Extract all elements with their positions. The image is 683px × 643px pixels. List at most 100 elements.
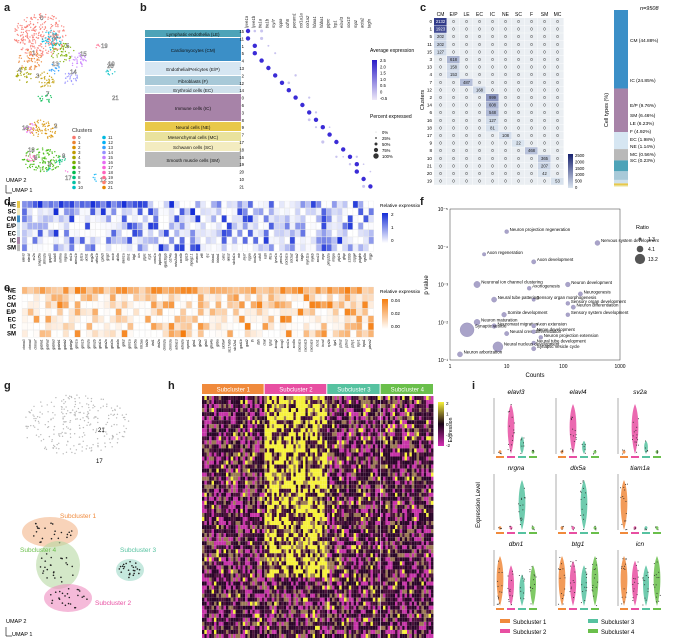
umap-point (22, 31, 25, 34)
heatmap-cell (214, 517, 217, 522)
background-point (64, 432, 66, 434)
matrix-cell (486, 71, 499, 79)
umap-point (55, 67, 58, 70)
matrix-value: 0 (530, 179, 533, 184)
umap-point (36, 148, 38, 151)
heatmap-cell (228, 585, 231, 590)
umap-point (32, 23, 35, 26)
heatmap-cell (274, 597, 277, 602)
heat-cell (331, 244, 338, 252)
heatmap-cell (204, 565, 207, 570)
heat-cell (211, 244, 217, 252)
matrix-cell (499, 177, 512, 185)
heat-cell (139, 322, 145, 331)
heat-gene-label: grin1a (75, 339, 79, 348)
heat-cell (285, 301, 292, 309)
cluster-label: 8 (429, 148, 432, 153)
pct-label: E/P (9.76%) (630, 103, 656, 109)
heatmap-cell (206, 448, 210, 453)
umap-point (56, 160, 58, 163)
umap-point (27, 129, 30, 131)
subcluster-point (122, 567, 125, 570)
matrix-value: 0 (452, 148, 455, 153)
heatmap-cell (204, 517, 207, 522)
umap-point (40, 61, 43, 63)
heat-cell (180, 308, 187, 316)
heatmap-cell (223, 476, 226, 481)
matrix-cell (512, 48, 525, 56)
heat-cell (27, 286, 34, 295)
matrix-value: 0 (504, 156, 507, 161)
heatmap-cell (262, 424, 265, 429)
heat-cell (321, 315, 327, 323)
heatmap-cell (240, 412, 243, 417)
heatmap-cell (247, 428, 250, 433)
heat-cell (209, 315, 216, 323)
heatmap-cell (252, 521, 255, 526)
heatmap-cell (242, 569, 246, 574)
heat-gene-label: grm1a (128, 339, 132, 349)
heatmap-cell (216, 609, 219, 614)
matrix-cell (525, 147, 538, 155)
subcluster-point (64, 604, 67, 607)
heat-cell (338, 301, 345, 309)
heatmap-cell (216, 504, 219, 509)
heatmap-cell (233, 613, 236, 618)
heatmap-cell (204, 396, 207, 401)
heatmap-cell (221, 412, 224, 417)
heatmap-cell (240, 533, 243, 538)
heat-cell (215, 315, 222, 323)
umap-point (35, 54, 37, 57)
heatmap-cell (245, 601, 248, 606)
heat-cell (192, 330, 198, 338)
background-point (50, 401, 53, 403)
heatmap-cell (209, 464, 212, 469)
heatmap-cell (276, 396, 280, 401)
umap-point (26, 71, 29, 74)
heatmap-cell (214, 605, 217, 610)
umap-point (29, 36, 31, 38)
umap-point (46, 82, 49, 84)
heatmap-cell (214, 440, 217, 445)
matrix-cell (525, 78, 538, 86)
heatmap-cell (206, 500, 210, 505)
matrix-value: 0 (491, 19, 494, 24)
matrix-cell (512, 63, 525, 71)
heatmap-cell (238, 585, 241, 590)
matrix-value: 0 (478, 72, 481, 77)
heatmap-cell (206, 573, 210, 578)
heatmap-cell (252, 440, 255, 445)
heatmap-cell (250, 496, 253, 501)
heatmap-cell (264, 472, 268, 477)
umap-point (41, 53, 44, 55)
term-bubble (504, 331, 510, 336)
heatmap-cell (259, 633, 262, 638)
heatmap-cell (271, 533, 275, 538)
umap-point (21, 66, 23, 69)
heatmap-cell (238, 436, 241, 441)
heatmap-cell (250, 613, 253, 618)
heatmap-cell (274, 533, 277, 538)
heatmap-cell (274, 496, 277, 501)
heat-cell (150, 330, 157, 338)
term-bubble (459, 322, 475, 337)
heat-gene-label: lcp1 (148, 253, 152, 259)
umap-point (30, 160, 32, 162)
umap-point (52, 164, 55, 167)
matrix-value: 0 (556, 49, 559, 54)
heatmap-cell (242, 573, 246, 578)
heatmap-cell (238, 464, 241, 469)
heat-cell (215, 294, 222, 302)
heat-cell (100, 244, 106, 252)
heat-cell (186, 308, 192, 316)
heatmap-cell (235, 617, 238, 622)
heat-cell (284, 208, 290, 216)
umap-point (39, 97, 41, 100)
heat-cell (216, 236, 222, 245)
umap-point (36, 125, 38, 128)
umap-point (93, 173, 96, 176)
heat-cell (221, 330, 228, 338)
heatmap-cell (264, 448, 268, 453)
panel-label-c: c (420, 2, 427, 14)
heatmap-cell (211, 541, 214, 546)
